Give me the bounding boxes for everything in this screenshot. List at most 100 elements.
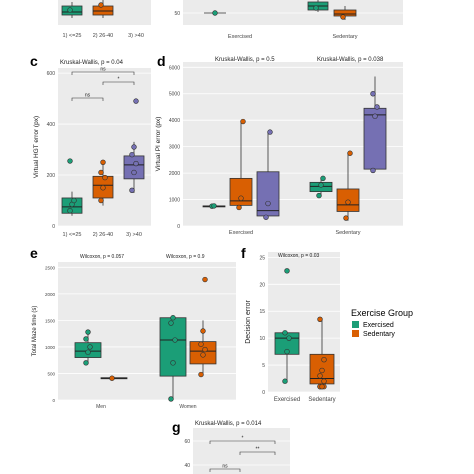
legend: Exercise Group Exercised Sedentary: [351, 308, 413, 338]
f-box-2-point: [319, 367, 325, 374]
tr-box-2-point: [340, 14, 346, 20]
e-ytick: 1500: [45, 318, 56, 323]
f-xtick: Sedentary: [308, 397, 335, 403]
legend-swatch-sedentary: [352, 330, 359, 337]
g-bracket-label: **: [256, 447, 260, 453]
c-box-1-point: [71, 197, 77, 204]
e-ytick: 1000: [45, 345, 56, 350]
d-ytick: 2000: [169, 171, 180, 177]
c-bracket-label: *: [118, 77, 120, 83]
f-box-2-point: [321, 378, 327, 384]
tr-box-2-box: [333, 9, 357, 17]
d-box-3-point: [267, 129, 273, 135]
f-box-2-point: [317, 316, 323, 323]
f-stat-text: Wilcoxon, p = 0.03: [278, 253, 319, 259]
e-box-3-point: [168, 320, 174, 326]
f-ytick: 15: [259, 309, 265, 315]
e-box-3-point: [170, 315, 176, 321]
c-stat-text: Kruskal-Wallis, p = 0.04: [60, 60, 124, 66]
d-box-2-point: [236, 204, 242, 211]
tl-box-1-point: [67, 7, 73, 13]
legend-label-exercised: Exercised: [363, 322, 394, 329]
legend-swatch-exercised: [352, 321, 359, 328]
d-box-3-box: [256, 171, 280, 217]
e-stat-text-1: Wilcoxon, p = 0.057: [80, 254, 124, 260]
d-box-1-point: [211, 203, 217, 209]
f-ytick: 25: [259, 255, 265, 261]
d-box-4-point: [316, 192, 322, 199]
c-box-3-point: [131, 169, 137, 176]
e-box-3-point: [172, 337, 178, 343]
d-box-6-point: [374, 104, 380, 110]
d-ytick: 5000: [169, 92, 180, 98]
c-bracket: [71, 97, 104, 101]
d-box-5-point: [343, 215, 349, 221]
tr-xtick: Sedentary: [332, 34, 357, 40]
d-box-2-point: [238, 195, 244, 201]
e-stat-text-2: Wilcoxon, p = 0.9: [166, 254, 205, 260]
f-ytick: 10: [259, 336, 265, 342]
e-box-4-point: [202, 346, 208, 353]
e-box-4-point: [202, 276, 208, 283]
c-box-2-point: [100, 185, 106, 191]
d-xtick: Exercised: [229, 230, 253, 236]
d-box-6-point: [370, 167, 376, 174]
panel-g-bg: [193, 428, 290, 474]
f-box-2-point: [319, 383, 325, 390]
panel-letter-g: g: [172, 419, 181, 435]
e-box-1-point: [83, 336, 89, 342]
g-bracket-label: *: [242, 436, 244, 442]
panel-letter-c: c: [30, 53, 38, 69]
d-box-4-point: [320, 175, 326, 182]
panel-letter-f: f: [241, 245, 246, 261]
d-box-6-point: [372, 113, 378, 119]
e-box-3-point: [168, 396, 174, 402]
e-ytick: 500: [47, 371, 55, 376]
e-box-3-point: [170, 360, 176, 366]
tr-point: [212, 10, 218, 16]
panel-letter-d: d: [157, 53, 166, 69]
legend-label-sedentary: Sedentary: [363, 331, 395, 338]
f-box-1-point: [286, 335, 292, 341]
tr-xtick: Exercised: [228, 34, 252, 40]
e-box-1-point: [83, 360, 89, 366]
f-ylabel: Decision error: [245, 300, 252, 344]
e-ytick: 2000: [45, 292, 56, 297]
g-bracket-label: ns: [222, 464, 228, 470]
d-ylabel: Virtual PI error (px): [155, 117, 162, 172]
d-box-6-point: [370, 91, 376, 97]
c-ytick: 400: [47, 122, 56, 128]
e-ytick: 0: [52, 398, 55, 403]
f-xtick: Exercised: [274, 397, 300, 403]
d-ytick: 3000: [169, 145, 180, 151]
c-ytick: 0: [52, 224, 55, 230]
e-ytick: 2500: [45, 265, 56, 270]
c-bracket-label: ns: [100, 67, 106, 73]
g-ytick: 40: [184, 463, 190, 469]
d-ytick: 1000: [169, 198, 180, 204]
d-box-2-point: [240, 118, 246, 125]
d-box-3-point: [265, 200, 271, 207]
c-box-3-point: [133, 160, 139, 167]
c-box-3-point: [129, 187, 135, 194]
g-bracket: [239, 451, 276, 455]
f-ytick: 5: [262, 363, 265, 369]
c-ytick: 600: [47, 71, 56, 77]
c-bracket: [71, 71, 135, 75]
tl-xtick: 1) <=25: [63, 33, 82, 39]
d-box-4-point: [318, 182, 324, 188]
e-xtick: Men: [96, 404, 106, 410]
g-bracket: [209, 468, 241, 472]
e-box-4-point: [200, 328, 206, 334]
e-box-1-point: [85, 329, 91, 335]
c-box-3-point: [131, 144, 137, 150]
f-box-2-point: [317, 373, 323, 379]
d-ytick: 0: [177, 224, 180, 230]
panel-top-right-bg: [183, 0, 403, 25]
c-box-3-point: [133, 98, 139, 104]
c-box-1-point: [67, 158, 73, 164]
c-bracket: [102, 81, 135, 85]
tl-xtick: 2) 26-40: [93, 33, 114, 39]
d-xtick: Sedentary: [335, 230, 360, 236]
